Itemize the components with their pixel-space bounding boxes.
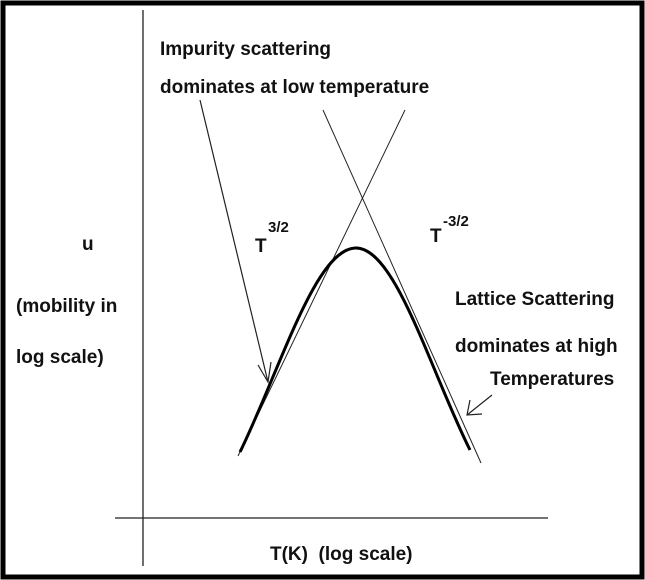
- rising-asymptote: [237, 109, 406, 457]
- lattice-line2: dominates at high: [455, 336, 618, 357]
- mobility-curve: [238, 246, 472, 453]
- impurity-line1: Impurity scattering: [160, 39, 331, 60]
- impurity-arrow: [199, 99, 269, 383]
- falling-exponent: -3/2: [443, 213, 469, 230]
- lattice-line3: Temperatures: [490, 369, 614, 390]
- falling-asymptote: [322, 109, 482, 464]
- lattice-arrowhead: [466, 399, 483, 416]
- lattice-line1: Lattice Scattering: [455, 289, 614, 310]
- rising-exponent: 3/2: [268, 219, 289, 236]
- impurity-arrowhead: [257, 361, 272, 384]
- y-label-line1: (mobility in: [16, 296, 117, 317]
- lattice-arrow: [466, 394, 493, 416]
- impurity-line2: dominates at low temperature: [160, 77, 429, 98]
- y-symbol: u: [82, 234, 94, 255]
- falling-base: T: [430, 226, 442, 247]
- y-label-line2: log scale): [16, 347, 104, 368]
- rising-base: T: [255, 236, 267, 257]
- x-label: T(K) (log scale): [270, 544, 413, 565]
